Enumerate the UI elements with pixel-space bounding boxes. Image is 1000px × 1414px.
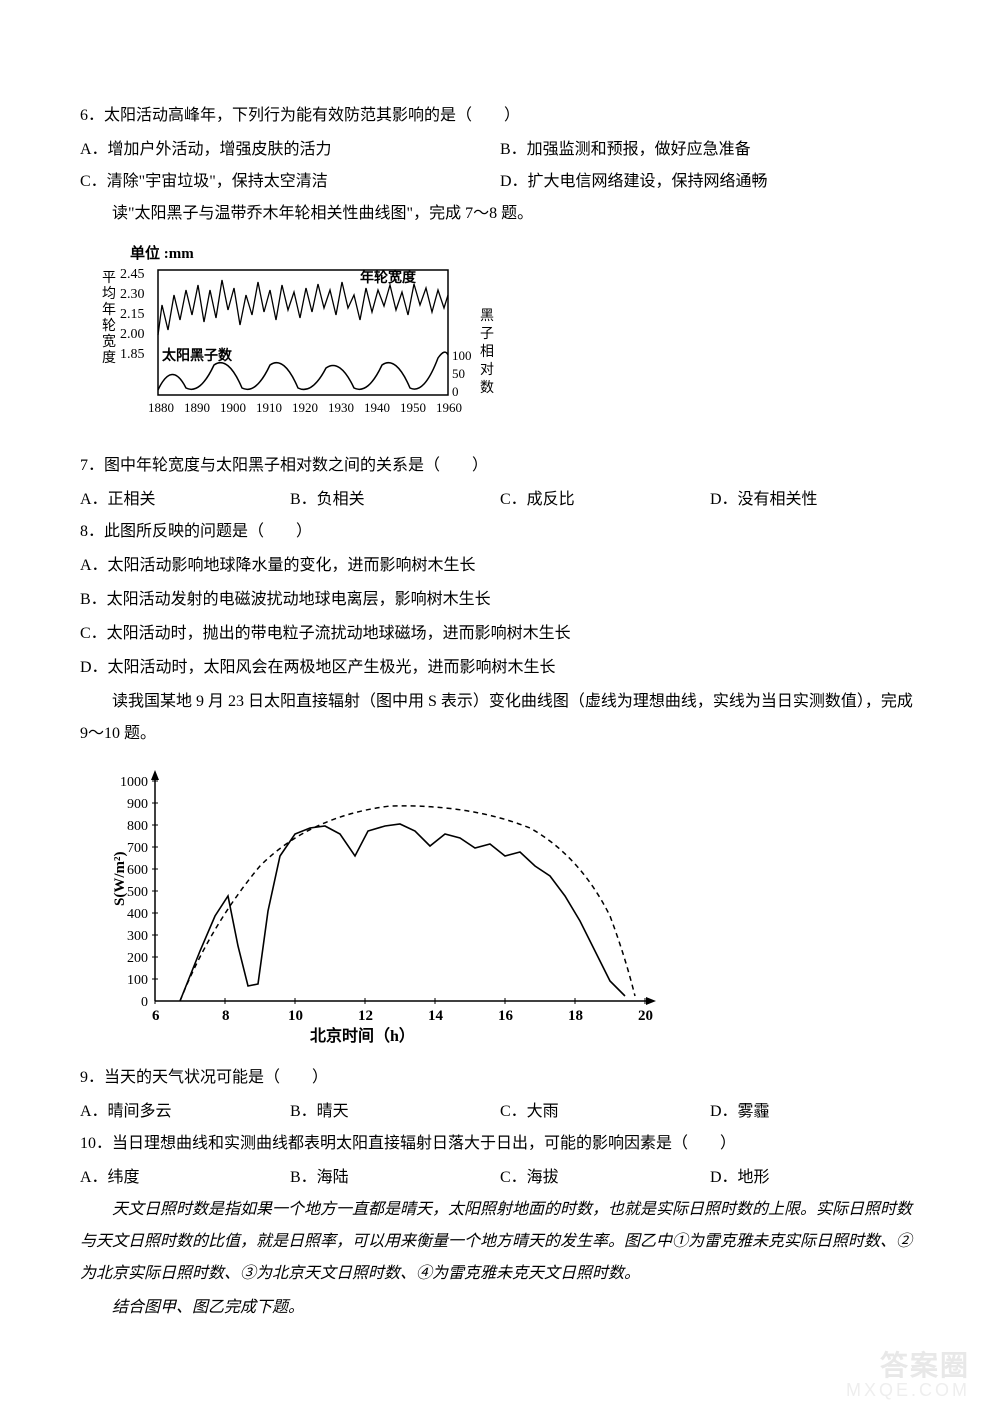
watermark-url: MXQE.COM [846, 1372, 970, 1408]
q7-D: D．没有相关性 [710, 484, 920, 516]
chart2-xt2: 10 [288, 1008, 303, 1024]
chart1-rlabel-5: 数 [480, 380, 494, 396]
chart2-yt10: 1000 [120, 775, 148, 790]
chart2-xt1: 8 [222, 1008, 230, 1024]
chart2-xt4: 14 [428, 1008, 444, 1024]
q6-row2: C．清除"宇宙垃圾"，保持太空清洁 D．扩大电信网络建设，保持网络通畅 [80, 166, 920, 198]
q6-optB: B．加强监测和预报，做好应急准备 [500, 134, 920, 166]
q6-optC: C．清除"宇宙垃圾"，保持太空清洁 [80, 166, 500, 198]
chart1-ylabel-2: 均 [102, 286, 116, 302]
chart1-rlabel-1: 黑 [480, 309, 494, 324]
chart2-yt4: 400 [127, 907, 148, 922]
chart1-ytick-0: 2.45 [120, 267, 145, 282]
chart1-rtick-0: 100 [452, 348, 472, 363]
chart2-yt1: 100 [127, 973, 148, 988]
chart1-ylabel-4: 轮 [102, 318, 116, 334]
chart1-ytick-3: 2.00 [120, 327, 145, 342]
chart2-yt0: 0 [141, 995, 148, 1010]
chart2-ylabel: S(W/m²) [112, 852, 128, 907]
chart1-xt2: 1900 [220, 400, 246, 415]
chart1-rlabel-2: 子 [480, 326, 494, 342]
chart1-rlabel-3: 相 [480, 344, 494, 360]
chart2-yt5: 500 [127, 885, 148, 900]
q6-row1: A．增加户外活动，增强皮肤的活力 B．加强监测和预报，做好应急准备 [80, 134, 920, 166]
q8-stem: 8．此图所反映的问题是（ ） [80, 516, 920, 548]
chart2-yt2: 200 [127, 951, 148, 966]
chart1-ylabel-6: 度 [102, 350, 116, 366]
q10-stem: 10．当日理想曲线和实测曲线都表明太阳直接辐射日落大于日出，可能的影响因素是（ … [80, 1128, 920, 1160]
chart1-rtick-2: 0 [452, 384, 459, 399]
chart-sunspot-treering: 单位 :mm 平 均 年 轮 宽 度 2.45 2.30 2.15 2.00 1… [100, 240, 520, 440]
chart2-yt8: 800 [127, 819, 148, 834]
chart1-ytick-2: 2.15 [120, 307, 145, 322]
chart2-xt6: 18 [568, 1008, 583, 1024]
chart1-xt7: 1950 [400, 400, 426, 415]
chart1-ytick-4: 1.85 [120, 347, 145, 362]
chart1-series2-label: 太阳黑子数 [162, 347, 233, 364]
chart1-ytick-1: 2.30 [120, 287, 145, 302]
chart2-xt0: 6 [152, 1008, 160, 1024]
q10-A: A．纬度 [80, 1162, 290, 1194]
q8-A: A．太阳活动影响地球降水量的变化，进而影响树木生长 [80, 550, 920, 582]
q7-stem: 7．图中年轮宽度与太阳黑子相对数之间的关系是（ ） [80, 450, 920, 482]
q8-C: C．太阳活动时，抛出的带电粒子流扰动地球磁场，进而影响树木生长 [80, 618, 920, 650]
chart2-measured-line [180, 824, 625, 1001]
chart2-yt6: 600 [127, 863, 148, 878]
q8-D: D．太阳活动时，太阳风会在两极地区产生极光，进而影响树木生长 [80, 652, 920, 684]
q9-D: D．雾霾 [710, 1096, 920, 1128]
q7-C: C．成反比 [500, 484, 710, 516]
chart1-ylabel-1: 平 [102, 271, 116, 286]
chart1-xt1: 1890 [184, 400, 210, 415]
chart1-ylabel-3: 年 [102, 302, 116, 318]
q9-opts: A．晴间多云 B．晴天 C．大雨 D．雾霾 [80, 1096, 920, 1128]
q6-optD: D．扩大电信网络建设，保持网络通畅 [500, 166, 920, 198]
q6-stem: 6．太阳活动高峰年，下列行为能有效防范其影响的是（ ） [80, 100, 920, 132]
q6-optA: A．增加户外活动，增强皮肤的活力 [80, 134, 500, 166]
chart2-yt3: 300 [127, 929, 148, 944]
chart1-xt6: 1940 [364, 400, 390, 415]
intro-910: 读我国某地 9 月 23 日太阳直接辐射（图中用 S 表示）变化曲线图（虚线为理… [80, 686, 920, 750]
q7-B: B．负相关 [290, 484, 500, 516]
chart1-rtick-1: 50 [452, 366, 465, 381]
chart2-xt7: 20 [638, 1008, 653, 1024]
chart2-ideal-line [180, 806, 635, 1001]
q7-A: A．正相关 [80, 484, 290, 516]
chart1-xt0: 1880 [148, 400, 174, 415]
chart1-rlabel-4: 对 [480, 362, 494, 378]
q10-opts: A．纬度 B．海陆 C．海拔 D．地形 [80, 1162, 920, 1194]
q9-C: C．大雨 [500, 1096, 710, 1128]
chart2-xarrow [646, 997, 656, 1005]
chart1-treering-line [158, 280, 448, 335]
passage-p2: 结合图甲、图乙完成下题。 [80, 1292, 920, 1324]
chart2-xt5: 16 [498, 1008, 514, 1024]
chart1-xt4: 1920 [292, 400, 318, 415]
chart2-yarrow [151, 770, 159, 780]
intro-78: 读"太阳黑子与温带乔木年轮相关性曲线图"，完成 7～8 题。 [80, 198, 920, 230]
q9-stem: 9．当天的天气状况可能是（ ） [80, 1062, 920, 1094]
q10-D: D．地形 [710, 1162, 920, 1194]
chart2-xlabel: 北京时间（h） [310, 1026, 415, 1045]
chart2-xt3: 12 [358, 1008, 373, 1024]
chart1-xt8: 1960 [436, 400, 462, 415]
chart1-series1-label: 年轮宽度 [360, 269, 417, 286]
q8-B: B．太阳活动发射的电磁波扰动地球电离层，影响树木生长 [80, 584, 920, 616]
q7-opts: A．正相关 B．负相关 C．成反比 D．没有相关性 [80, 484, 920, 516]
q10-C: C．海拔 [500, 1162, 710, 1194]
chart2-yt7: 700 [127, 841, 148, 856]
chart2-yt9: 900 [127, 797, 148, 812]
q9-A: A．晴间多云 [80, 1096, 290, 1128]
q10-B: B．海陆 [290, 1162, 500, 1194]
chart-solar-radiation: S(W/m²) 0 100 200 300 400 500 600 700 80… [110, 756, 670, 1056]
chart1-ylabel-5: 宽 [102, 333, 116, 350]
chart1-xt3: 1910 [256, 400, 282, 415]
q9-B: B．晴天 [290, 1096, 500, 1128]
passage-p1: 天文日照时数是指如果一个地方一直都是晴天，太阳照射地面的时数，也就是实际日照时数… [80, 1194, 920, 1290]
chart1-unit: 单位 :mm [130, 244, 194, 262]
chart1-xt5: 1930 [328, 400, 354, 415]
